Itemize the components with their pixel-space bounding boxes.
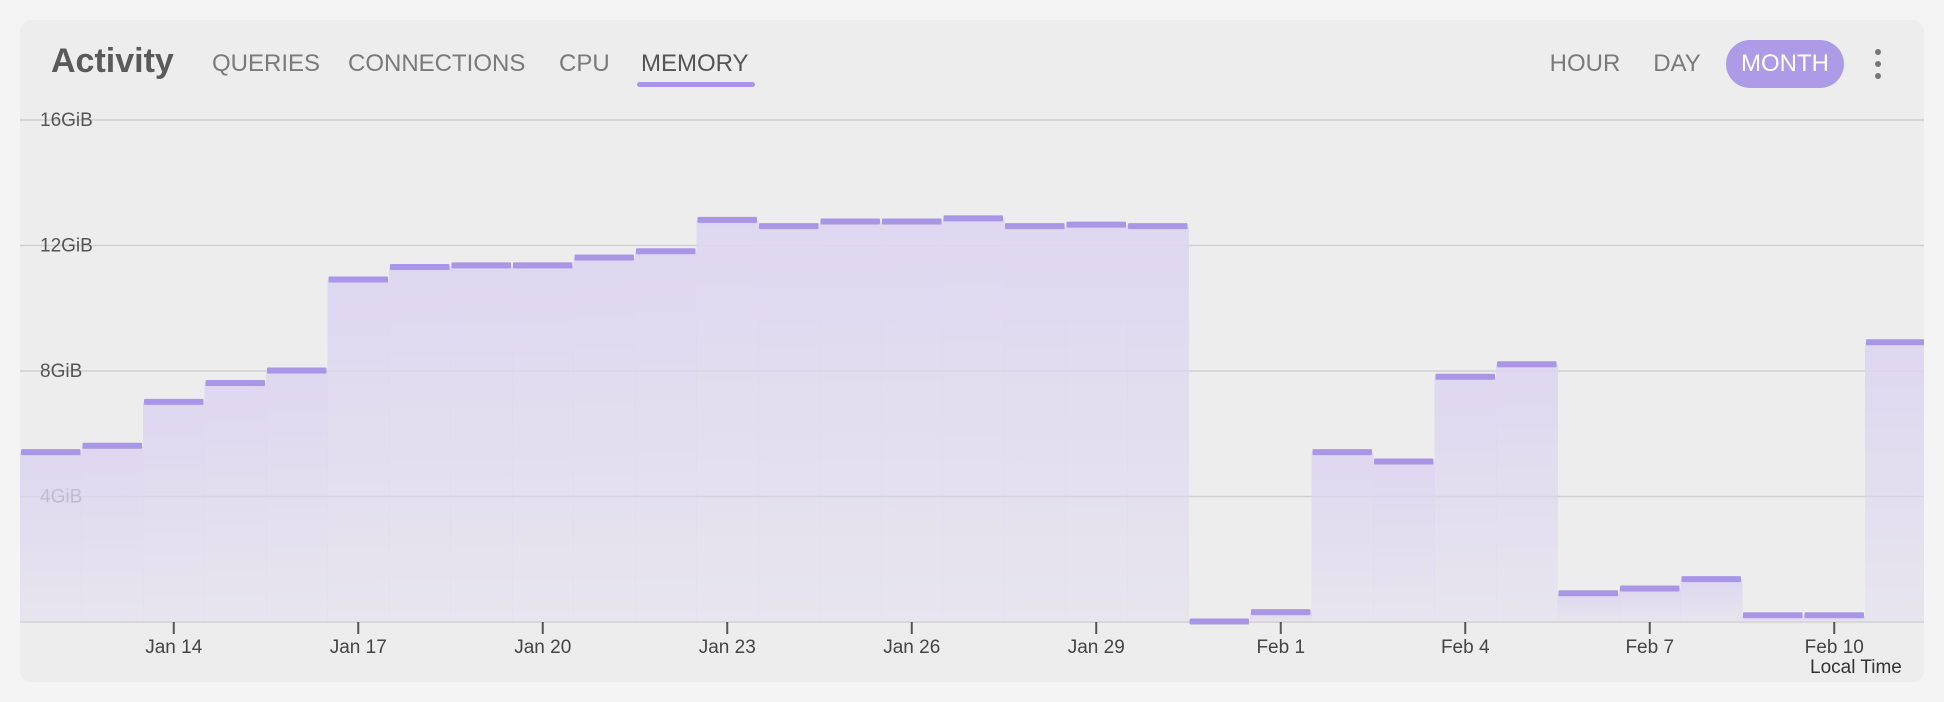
area-step xyxy=(1803,615,1866,622)
x-tick-label: Feb 4 xyxy=(1441,637,1490,658)
area-step xyxy=(1004,226,1066,623)
data-point-segment xyxy=(1066,221,1126,228)
area-step xyxy=(327,280,390,622)
tab-memory[interactable]: MEMORY xyxy=(641,50,749,77)
y-tick-label: 16GiB xyxy=(40,110,93,131)
data-point-segment xyxy=(1128,223,1188,230)
data-point-segment xyxy=(1558,590,1618,597)
data-point-segment xyxy=(1374,458,1434,465)
menu-dot xyxy=(1875,61,1881,67)
x-tick-label: Feb 7 xyxy=(1625,637,1674,658)
card-header: Activity QUERIES CONNECTIONS CPU MEMORY … xyxy=(20,20,1924,110)
area-step xyxy=(1680,579,1743,622)
range-month-button[interactable]: MONTH xyxy=(1726,40,1844,88)
area-step xyxy=(143,402,205,622)
x-tick-label: Jan 14 xyxy=(145,637,202,658)
x-tick-label: Jan 26 xyxy=(883,637,940,658)
data-point-segment xyxy=(1866,339,1924,346)
data-point-segment xyxy=(1681,576,1741,583)
area-step xyxy=(1496,364,1558,622)
data-point-segment xyxy=(943,215,1003,222)
area-step xyxy=(266,371,328,622)
area-step xyxy=(204,383,267,622)
data-point-segment xyxy=(1251,609,1311,616)
data-point-segment xyxy=(451,262,511,269)
data-point-segment xyxy=(144,398,204,405)
area-step xyxy=(450,265,513,622)
data-point-segment xyxy=(205,380,265,387)
data-point-segment xyxy=(82,442,142,449)
data-point-segment xyxy=(1189,618,1249,625)
area-step xyxy=(1434,377,1497,622)
data-point-segment xyxy=(513,262,573,269)
area-step xyxy=(389,267,451,622)
area-step xyxy=(881,221,943,622)
card-title: Activity xyxy=(51,42,174,80)
data-point-segment xyxy=(1804,612,1864,619)
area-step xyxy=(696,220,759,622)
data-point-segment xyxy=(390,263,450,270)
area-step xyxy=(1127,226,1189,623)
area-step xyxy=(1065,225,1128,622)
x-tick-label: Jan 20 xyxy=(514,637,571,658)
area-step xyxy=(1373,461,1435,622)
active-tab-indicator xyxy=(637,82,755,87)
y-tick-label: 8GiB xyxy=(40,361,82,382)
area-step xyxy=(512,265,574,622)
activity-card: Activity QUERIES CONNECTIONS CPU MEMORY … xyxy=(20,20,1924,682)
area-step xyxy=(573,258,636,622)
x-tick-label: Feb 1 xyxy=(1256,637,1305,658)
more-vertical-icon[interactable] xyxy=(1866,46,1890,82)
area-step xyxy=(1557,593,1620,622)
tab-connections[interactable]: CONNECTIONS xyxy=(348,50,526,77)
area-step xyxy=(758,226,820,623)
data-point-segment xyxy=(820,218,880,225)
menu-dot xyxy=(1875,73,1881,79)
area-step xyxy=(942,218,1005,623)
x-axis-unit-label: Local Time xyxy=(1810,657,1902,678)
data-point-segment xyxy=(21,449,81,456)
range-day-button[interactable]: DAY xyxy=(1653,50,1701,77)
area-step xyxy=(81,446,144,622)
data-point-segment xyxy=(1497,361,1557,368)
data-point-segment xyxy=(267,367,327,374)
area-step xyxy=(1311,452,1374,622)
area-step xyxy=(1619,589,1681,622)
tab-cpu[interactable]: CPU xyxy=(559,50,610,77)
data-point-segment xyxy=(1620,585,1680,592)
x-tick-label: Jan 23 xyxy=(699,637,756,658)
data-point-segment xyxy=(759,223,819,230)
range-hour-button[interactable]: HOUR xyxy=(1549,50,1621,77)
tab-queries[interactable]: QUERIES xyxy=(212,50,321,77)
data-point-segment xyxy=(882,218,942,225)
data-point-segment xyxy=(1312,449,1372,456)
x-tick-label: Feb 10 xyxy=(1805,637,1864,658)
x-tick-label: Jan 17 xyxy=(330,637,387,658)
area-step xyxy=(1865,342,1924,622)
x-tick-label: Jan 29 xyxy=(1068,637,1125,658)
area-step xyxy=(1742,615,1804,622)
data-point-segment xyxy=(697,216,757,223)
data-point-segment xyxy=(636,248,696,255)
data-point-segment xyxy=(574,254,634,261)
menu-dot xyxy=(1875,49,1881,55)
data-point-segment xyxy=(1435,373,1495,380)
data-point-segment xyxy=(328,276,388,283)
area-step xyxy=(635,251,697,622)
y-tick-label: 12GiB xyxy=(40,236,93,257)
area-step xyxy=(819,221,882,622)
data-point-segment xyxy=(1005,223,1065,230)
area-step xyxy=(1250,612,1312,622)
data-point-segment xyxy=(1743,612,1803,619)
area-step xyxy=(20,452,82,622)
